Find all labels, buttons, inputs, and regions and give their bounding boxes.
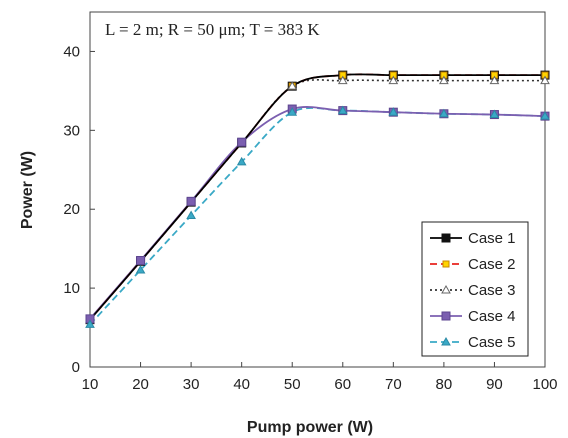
data-point-case-3 (388, 75, 399, 85)
x-tick-label: 70 (385, 376, 402, 393)
data-point-case-5 (186, 210, 196, 220)
x-tick-label: 40 (233, 376, 250, 393)
legend-marker (441, 311, 451, 321)
series-line-case-1 (89, 73, 545, 321)
legend-label: Case 4 (468, 308, 516, 325)
y-tick-label: 30 (63, 122, 80, 139)
x-axis-ticks: 10 20 30 40 50 60 70 80 90 100 (82, 362, 558, 393)
data-point-case-5 (337, 105, 348, 115)
data-point-case-5 (489, 109, 500, 119)
legend-marker (441, 284, 451, 294)
x-tick-label: 60 (334, 376, 351, 393)
y-axis-ticks: 0 10 20 30 40 (63, 43, 95, 376)
legend-label: Case 1 (468, 230, 516, 247)
data-point-case-3 (439, 75, 449, 85)
data-point-case-3 (489, 75, 500, 85)
data-point-case-5 (85, 319, 95, 328)
data-point-case-3 (337, 75, 348, 85)
legend-box (421, 221, 529, 357)
legend-label: Case 3 (468, 282, 516, 299)
y-tick-label: 10 (63, 280, 80, 297)
x-tick-label: 90 (486, 376, 503, 393)
legend-label: Case 2 (468, 256, 516, 273)
plot-frame (89, 11, 546, 368)
data-point-case-4 (186, 196, 196, 206)
x-tick-label: 30 (183, 376, 200, 393)
legend-marker (441, 233, 451, 243)
data-point-case-5 (388, 107, 399, 116)
data-point-case-5 (135, 264, 146, 274)
legend-label: Case 5 (468, 334, 516, 351)
legend-items: Case 1 Case 2 Case 3 Case 4 Case 5 (430, 230, 516, 351)
legend-marker (442, 260, 450, 268)
x-axis-title: Pump power (W) (247, 419, 373, 436)
data-point-case-4 (136, 256, 146, 265)
y-tick-label: 20 (63, 201, 80, 218)
legend-marker (441, 336, 451, 346)
x-tick-label: 100 (532, 376, 557, 393)
y-tick-label: 40 (63, 43, 80, 60)
series-lines (89, 73, 546, 326)
data-point-case-5 (287, 107, 298, 116)
y-tick-label: 0 (72, 359, 80, 376)
data-point-case-4 (237, 137, 247, 147)
x-tick-label: 10 (82, 376, 99, 393)
data-point-case-3 (287, 81, 298, 90)
x-tick-label: 80 (436, 376, 453, 393)
legend: Case 1 Case 2 Case 3 Case 4 Case 5 (421, 221, 529, 357)
y-axis-title: Power (W) (19, 151, 36, 229)
data-point-case-5 (439, 108, 449, 118)
x-tick-label: 20 (132, 376, 149, 393)
x-tick-label: 50 (284, 376, 301, 393)
series-markers (85, 70, 550, 328)
data-point-case-3 (540, 75, 550, 85)
annotation-label: L = 2 m; R = 50 μm; T = 383 K (105, 20, 320, 39)
data-point-case-5 (236, 156, 247, 166)
data-point-case-5 (540, 111, 550, 120)
